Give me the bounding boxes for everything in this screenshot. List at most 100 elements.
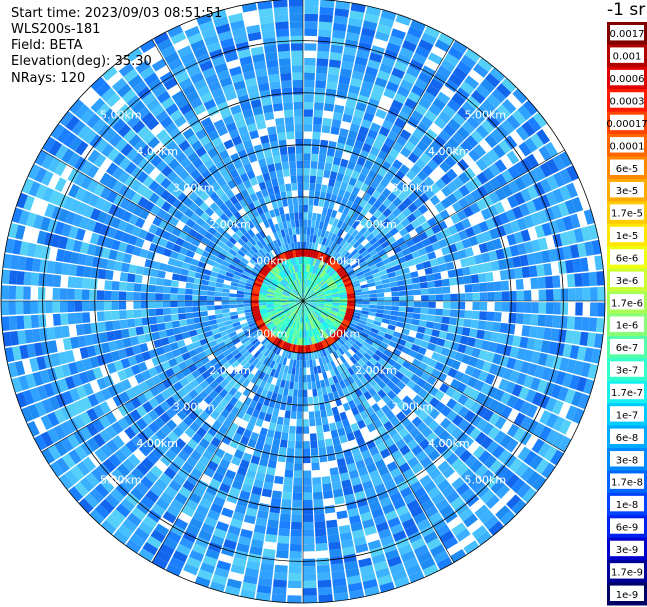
- ray-gate: [384, 301, 392, 306]
- inner-gate: [299, 323, 302, 331]
- colorbar: 0.00170.0010.00060.00030.000170.00016e-5…: [606, 22, 647, 606]
- ray-gate: [256, 174, 265, 184]
- ray-gate: [29, 387, 42, 403]
- inner-gate: [287, 266, 293, 275]
- ray-gate: [105, 425, 118, 439]
- ray-gate: [156, 382, 167, 393]
- ray-gate: [470, 274, 480, 284]
- inner-gate: [313, 285, 320, 292]
- ray-gate: [233, 324, 242, 331]
- ray-gate: [252, 183, 261, 193]
- ray-gate: [469, 162, 482, 176]
- ray-gate: [417, 269, 426, 277]
- ray-gate: [172, 175, 184, 187]
- ray-gate: [172, 198, 183, 210]
- ray-gate: [416, 122, 429, 134]
- ray-gate: [68, 324, 78, 337]
- ray-gate: [371, 253, 380, 261]
- ray-gate: [153, 339, 163, 349]
- ray-gate: [253, 167, 262, 177]
- ray-gate: [41, 398, 54, 414]
- ray-gate: [223, 337, 233, 346]
- ray-gate: [25, 373, 37, 389]
- inner-gate: [332, 299, 340, 301]
- ray-gate: [47, 411, 60, 427]
- ray-gate: [222, 284, 231, 290]
- ray-gate: [221, 292, 230, 297]
- ray-gate: [210, 437, 222, 448]
- ray-gate: [130, 487, 145, 501]
- ray-gate: [446, 193, 458, 205]
- ray-gate: [93, 183, 106, 197]
- ray-gate: [334, 8, 350, 18]
- ray-gate: [442, 105, 457, 118]
- ray-gate: [272, 353, 279, 362]
- ray-gate: [192, 289, 201, 296]
- ray-gate: [586, 256, 597, 271]
- ray-gate: [303, 204, 309, 213]
- ray-gate: [565, 259, 575, 274]
- ray-gate: [303, 182, 310, 191]
- inner-gate: [305, 279, 308, 287]
- ray-gate: [327, 240, 334, 249]
- ray-gate: [202, 449, 214, 461]
- ray-gate: [310, 227, 315, 236]
- ray-gate: [220, 108, 232, 119]
- ray-gate: [394, 170, 406, 181]
- ray-gate: [115, 251, 125, 262]
- ray-gate: [417, 326, 426, 334]
- ray-gate: [157, 441, 170, 454]
- inner-gate: [300, 301, 303, 309]
- ray-gate: [433, 135, 447, 148]
- ray-gate: [309, 234, 314, 243]
- ray-gate: [99, 332, 109, 343]
- ray-gate: [207, 426, 218, 437]
- ray-gate: [288, 205, 294, 214]
- ray-gate: [267, 459, 277, 469]
- inner-gate: [323, 263, 330, 272]
- ray-gate: [513, 161, 527, 176]
- ray-gate: [290, 219, 296, 228]
- inner-gate: [291, 291, 298, 297]
- ray-gate: [388, 276, 398, 283]
- ray-gate: [234, 504, 247, 515]
- ray-gate: [139, 144, 152, 158]
- inner-gate: [281, 293, 290, 297]
- ray-gate: [45, 274, 54, 287]
- ray-gate: [110, 372, 121, 384]
- ray-gate: [498, 212, 510, 225]
- inner-gate: [293, 257, 298, 265]
- ray-gate: [236, 290, 245, 295]
- ray-gate: [229, 205, 238, 215]
- ray-gate: [136, 393, 148, 405]
- ray-gate: [296, 360, 300, 368]
- ray-gate: [338, 165, 347, 175]
- ray-gate: [244, 567, 259, 578]
- ray-gate: [124, 188, 137, 201]
- range-ring-label: 1.00km: [246, 255, 288, 268]
- inner-gate: [314, 258, 319, 267]
- inner-gate: [303, 295, 309, 301]
- ray-gate: [251, 409, 261, 418]
- ray-gate: [538, 302, 547, 314]
- ray-gate: [125, 291, 134, 301]
- ray-gate: [307, 389, 313, 398]
- ray-gate: [333, 235, 341, 244]
- inner-gate: [295, 298, 303, 301]
- ray-gate: [303, 367, 307, 376]
- ray-gate: [131, 435, 144, 449]
- ray-gate: [147, 136, 160, 150]
- ray-gate: [74, 399, 86, 414]
- ray-gate: [100, 87, 116, 103]
- ray-gate: [280, 154, 289, 163]
- ray-gate: [166, 504, 181, 518]
- ray-gate: [154, 478, 168, 492]
- ray-gate: [110, 509, 126, 524]
- ray-gate: [418, 204, 429, 215]
- ray-gate: [182, 186, 194, 197]
- inner-gate: [275, 265, 282, 273]
- ray-gate: [526, 185, 539, 200]
- ray-gate: [384, 137, 396, 148]
- ray-gate: [559, 168, 573, 185]
- ray-gate: [303, 131, 312, 139]
